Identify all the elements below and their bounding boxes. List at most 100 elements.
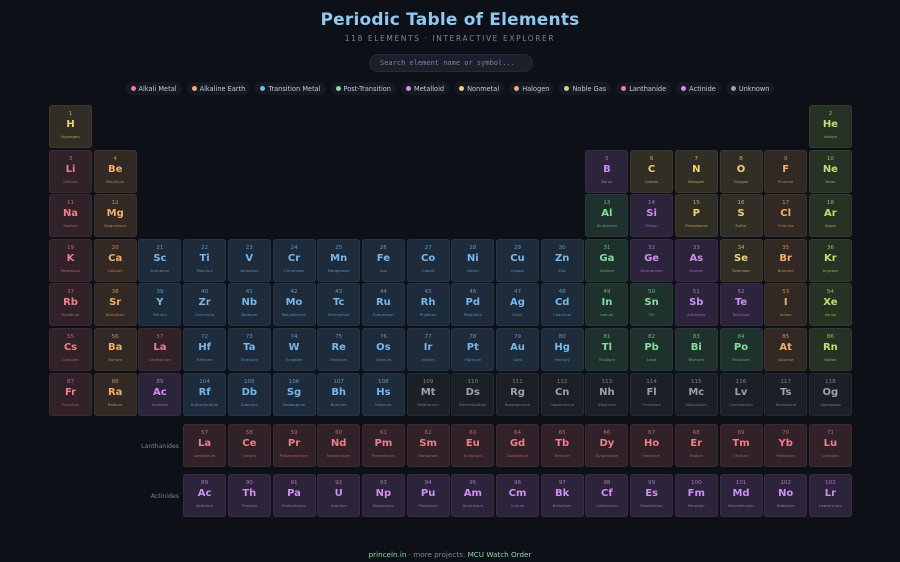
element-cell-sr[interactable]: 38 Sr Strontium — [94, 283, 137, 326]
element-cell-md[interactable]: 101 Md Mendelevium — [720, 474, 763, 517]
element-cell-re[interactable]: 75 Re Rhenium — [317, 328, 360, 371]
element-cell-ba[interactable]: 56 Ba Barium — [94, 328, 137, 371]
element-cell-li[interactable]: 3 Li Lithium — [49, 150, 92, 193]
element-cell-rb[interactable]: 37 Rb Rubidium — [49, 283, 92, 326]
legend-item-post[interactable]: Post-Transition — [331, 82, 396, 95]
legend-item-metalloid[interactable]: Metalloid — [401, 82, 449, 95]
element-cell-ac[interactable]: 89 Ac Actinium — [183, 474, 226, 517]
element-cell-es[interactable]: 99 Es Einsteinium — [630, 474, 673, 517]
element-cell-tm[interactable]: 69 Tm Thulium — [720, 424, 763, 467]
element-cell-nh[interactable]: 113 Nh Nihonium — [585, 373, 628, 416]
element-cell-ca[interactable]: 20 Ca Calcium — [94, 239, 137, 282]
element-cell-as[interactable]: 33 As Arsenic — [675, 239, 718, 282]
element-cell-mn[interactable]: 25 Mn Manganese — [317, 239, 360, 282]
element-cell-si[interactable]: 14 Si Silicon — [630, 194, 673, 237]
element-cell-la[interactable]: 57 La Lanthanum — [183, 424, 226, 467]
element-cell-zr[interactable]: 40 Zr Zirconium — [183, 283, 226, 326]
element-cell-mg[interactable]: 12 Mg Magnesium — [94, 194, 137, 237]
element-cell-bi[interactable]: 83 Bi Bismuth — [675, 328, 718, 371]
element-cell-nb[interactable]: 41 Nb Niobium — [228, 283, 271, 326]
element-cell-na[interactable]: 11 Na Sodium — [49, 194, 92, 237]
element-cell-s[interactable]: 16 S Sulfur — [720, 194, 763, 237]
element-cell-no[interactable]: 102 No Nobelium — [764, 474, 807, 517]
element-cell-au[interactable]: 79 Au Gold — [496, 328, 539, 371]
element-cell-k[interactable]: 19 K Potassium — [49, 239, 92, 282]
element-cell-in[interactable]: 49 In Indium — [585, 283, 628, 326]
element-cell-cf[interactable]: 98 Cf Californium — [585, 474, 628, 517]
element-cell-ac[interactable]: 89 Ac Actinium — [138, 373, 181, 416]
element-cell-se[interactable]: 34 Se Selenium — [720, 239, 763, 282]
element-cell-hf[interactable]: 72 Hf Hafnium — [183, 328, 226, 371]
element-cell-cn[interactable]: 112 Cn Copernicium — [541, 373, 584, 416]
element-cell-i[interactable]: 53 I Iodine — [764, 283, 807, 326]
element-cell-ds[interactable]: 110 Ds Darmstadtium — [451, 373, 494, 416]
element-cell-ts[interactable]: 117 Ts Tennessine — [764, 373, 807, 416]
element-cell-rg[interactable]: 111 Rg Roentgenium — [496, 373, 539, 416]
element-cell-ar[interactable]: 18 Ar Argon — [809, 194, 852, 237]
element-cell-o[interactable]: 8 O Oxygen — [720, 150, 763, 193]
element-cell-gd[interactable]: 64 Gd Gadolinium — [496, 424, 539, 467]
element-cell-og[interactable]: 118 Og Oganesson — [809, 373, 852, 416]
element-cell-hs[interactable]: 108 Hs Hassium — [362, 373, 405, 416]
element-cell-lv[interactable]: 116 Lv Livermorium — [720, 373, 763, 416]
element-cell-sg[interactable]: 106 Sg Seaborgium — [273, 373, 316, 416]
element-cell-rf[interactable]: 104 Rf Rutherfordium — [183, 373, 226, 416]
legend-item-actinide[interactable]: Actinide — [676, 82, 721, 95]
element-cell-rn[interactable]: 86 Rn Radon — [809, 328, 852, 371]
element-cell-mc[interactable]: 115 Mc Moscovium — [675, 373, 718, 416]
element-cell-cs[interactable]: 55 Cs Caesium — [49, 328, 92, 371]
element-cell-pt[interactable]: 78 Pt Platinum — [451, 328, 494, 371]
element-cell-v[interactable]: 23 V Vanadium — [228, 239, 271, 282]
element-cell-ta[interactable]: 73 Ta Tantalum — [228, 328, 271, 371]
element-cell-mt[interactable]: 109 Mt Meitnerium — [407, 373, 450, 416]
legend-item-alkali[interactable]: Alkali Metal — [126, 82, 182, 95]
element-cell-bh[interactable]: 107 Bh Bohrium — [317, 373, 360, 416]
element-cell-bk[interactable]: 97 Bk Berkelium — [541, 474, 584, 517]
element-cell-po[interactable]: 84 Po Polonium — [720, 328, 763, 371]
element-cell-cu[interactable]: 29 Cu Copper — [496, 239, 539, 282]
element-cell-kr[interactable]: 36 Kr Krypton — [809, 239, 852, 282]
element-cell-h[interactable]: 1 H Hydrogen — [49, 105, 92, 148]
element-cell-w[interactable]: 74 W Tungsten — [273, 328, 316, 371]
element-cell-tb[interactable]: 65 Tb Terbium — [541, 424, 584, 467]
element-cell-ho[interactable]: 67 Ho Holmium — [630, 424, 673, 467]
legend-item-transition[interactable]: Transition Metal — [255, 82, 325, 95]
element-cell-fl[interactable]: 114 Fl Flerovium — [630, 373, 673, 416]
element-cell-sn[interactable]: 50 Sn Tin — [630, 283, 673, 326]
element-cell-fm[interactable]: 100 Fm Fermium — [675, 474, 718, 517]
legend-item-noble[interactable]: Noble Gas — [559, 82, 611, 95]
element-cell-cm[interactable]: 96 Cm Curium — [496, 474, 539, 517]
element-cell-b[interactable]: 5 B Boron — [585, 150, 628, 193]
element-cell-br[interactable]: 35 Br Bromine — [764, 239, 807, 282]
element-cell-n[interactable]: 7 N Nitrogen — [675, 150, 718, 193]
element-cell-at[interactable]: 85 At Astatine — [764, 328, 807, 371]
element-cell-th[interactable]: 90 Th Thorium — [228, 474, 271, 517]
element-cell-al[interactable]: 13 Al Aluminium — [585, 194, 628, 237]
element-cell-rh[interactable]: 45 Rh Rhodium — [407, 283, 450, 326]
footer-site-link[interactable]: princein.in — [369, 550, 407, 559]
search-input[interactable] — [369, 54, 533, 72]
element-cell-he[interactable]: 2 He Helium — [809, 105, 852, 148]
element-cell-pd[interactable]: 46 Pd Palladium — [451, 283, 494, 326]
element-cell-am[interactable]: 95 Am Americium — [451, 474, 494, 517]
element-cell-tc[interactable]: 43 Tc Technetium — [317, 283, 360, 326]
element-cell-f[interactable]: 9 F Fluorine — [764, 150, 807, 193]
element-cell-sm[interactable]: 62 Sm Samarium — [407, 424, 450, 467]
element-cell-ni[interactable]: 28 Ni Nickel — [451, 239, 494, 282]
element-cell-cr[interactable]: 24 Cr Chromium — [273, 239, 316, 282]
element-cell-pa[interactable]: 91 Pa Protactinium — [273, 474, 316, 517]
element-cell-ga[interactable]: 31 Ga Gallium — [585, 239, 628, 282]
element-cell-cl[interactable]: 17 Cl Chlorine — [764, 194, 807, 237]
element-cell-ru[interactable]: 44 Ru Ruthenium — [362, 283, 405, 326]
element-cell-nd[interactable]: 60 Nd Neodymium — [317, 424, 360, 467]
element-cell-ir[interactable]: 77 Ir Iridium — [407, 328, 450, 371]
element-cell-cd[interactable]: 48 Cd Cadmium — [541, 283, 584, 326]
element-cell-ag[interactable]: 47 Ag Silver — [496, 283, 539, 326]
element-cell-co[interactable]: 27 Co Cobalt — [407, 239, 450, 282]
legend-item-halogen[interactable]: Halogen — [509, 82, 554, 95]
element-cell-xe[interactable]: 54 Xe Xenon — [809, 283, 852, 326]
element-cell-yb[interactable]: 70 Yb Ytterbium — [764, 424, 807, 467]
element-cell-pm[interactable]: 61 Pm Promethium — [362, 424, 405, 467]
element-cell-er[interactable]: 68 Er Erbium — [675, 424, 718, 467]
legend-item-alkaline[interactable]: Alkaline Earth — [187, 82, 251, 95]
